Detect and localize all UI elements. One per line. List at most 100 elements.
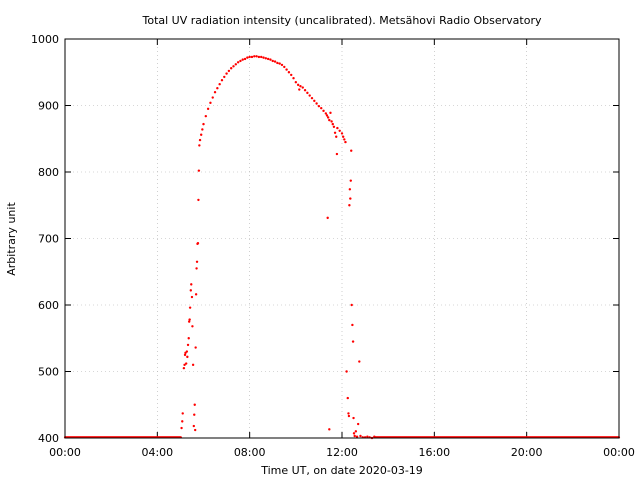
data-point	[347, 412, 350, 415]
data-point	[182, 366, 186, 370]
data-point	[366, 435, 369, 438]
data-point	[181, 412, 184, 415]
data-point	[373, 435, 376, 438]
data-point	[250, 55, 254, 59]
data-point	[313, 99, 316, 103]
data-point	[204, 114, 208, 118]
data-point	[262, 56, 265, 59]
data-point	[354, 430, 358, 433]
data-point	[236, 61, 240, 64]
data-point	[331, 122, 334, 126]
data-point	[328, 428, 331, 431]
data-point	[209, 101, 212, 105]
data-point	[232, 65, 235, 68]
data-point	[225, 72, 228, 75]
data-point	[347, 414, 351, 418]
grid-lines	[65, 39, 619, 438]
data-point	[269, 58, 272, 61]
y-tick-label: 900	[38, 100, 59, 113]
data-point	[308, 94, 311, 97]
data-point	[213, 91, 217, 94]
data-point	[359, 434, 362, 438]
data-point	[290, 73, 293, 77]
data-point	[336, 126, 339, 130]
y-tick-label: 800	[38, 166, 59, 179]
data-point	[340, 132, 344, 135]
data-point	[350, 149, 353, 152]
data-point	[351, 340, 355, 343]
data-point	[188, 306, 192, 309]
data-point	[191, 363, 195, 367]
data-point	[294, 81, 298, 84]
data-point	[185, 350, 189, 353]
data-point	[358, 360, 361, 363]
data-point	[230, 67, 233, 70]
data-point	[184, 362, 188, 365]
data-point	[325, 114, 329, 117]
data-point	[278, 62, 281, 65]
data-point	[216, 87, 219, 90]
data-point	[211, 96, 214, 99]
data-point	[198, 144, 201, 147]
data-point	[191, 325, 194, 328]
data-point	[343, 138, 346, 141]
data-point	[335, 135, 338, 138]
data-point	[193, 428, 197, 432]
data-point	[202, 122, 205, 126]
data-point	[292, 77, 295, 80]
data-point	[299, 85, 302, 88]
data-point	[326, 216, 329, 220]
data-point	[183, 363, 186, 367]
y-tick-label: 500	[38, 366, 59, 379]
data-point	[345, 370, 348, 373]
data-point	[310, 96, 314, 100]
data-point	[198, 138, 202, 142]
data-point	[338, 129, 341, 132]
x-tick-label: 04:00	[141, 446, 173, 459]
y-tick-label: 400	[38, 432, 59, 445]
data-point	[246, 56, 249, 59]
data-point	[303, 89, 307, 92]
data-point	[328, 118, 331, 122]
data-point	[348, 188, 352, 191]
data-point	[329, 111, 332, 115]
data-point	[227, 69, 231, 73]
data-point	[190, 295, 194, 299]
data-point	[253, 55, 256, 58]
data-point	[239, 59, 242, 63]
chart-title: Total UV radiation intensity (uncalibrat…	[142, 14, 542, 27]
data-point	[326, 116, 330, 119]
data-point	[320, 106, 323, 110]
data-point	[243, 57, 247, 61]
data-point	[192, 424, 196, 428]
data-point	[194, 346, 197, 349]
data-point	[285, 68, 288, 71]
data-point	[180, 426, 183, 430]
x-tick-label: 08:00	[234, 446, 266, 459]
data-point	[195, 267, 198, 270]
data-point	[199, 133, 203, 136]
data-point	[355, 435, 359, 438]
data-point	[206, 107, 210, 111]
data-point	[223, 75, 226, 79]
data-point	[187, 337, 190, 340]
data-point	[333, 131, 337, 134]
data-point	[255, 55, 258, 58]
data-point	[306, 91, 309, 95]
x-axis-label: Time UT, on date 2020-03-19	[260, 464, 423, 477]
data-point	[194, 293, 198, 296]
data-point	[201, 128, 204, 131]
data-point	[276, 61, 279, 65]
data-point	[301, 86, 304, 89]
data-point	[351, 323, 354, 327]
data-point	[287, 71, 291, 74]
data-point	[181, 420, 184, 423]
data-point	[220, 79, 224, 82]
y-axis-label: Arbitrary unit	[5, 202, 18, 276]
data-point	[341, 135, 345, 138]
x-tick-label: 16:00	[418, 446, 450, 459]
y-tick-label: 600	[38, 299, 59, 312]
data-point	[186, 355, 189, 359]
data-point	[197, 169, 201, 172]
y-tick-label: 1000	[31, 33, 59, 46]
